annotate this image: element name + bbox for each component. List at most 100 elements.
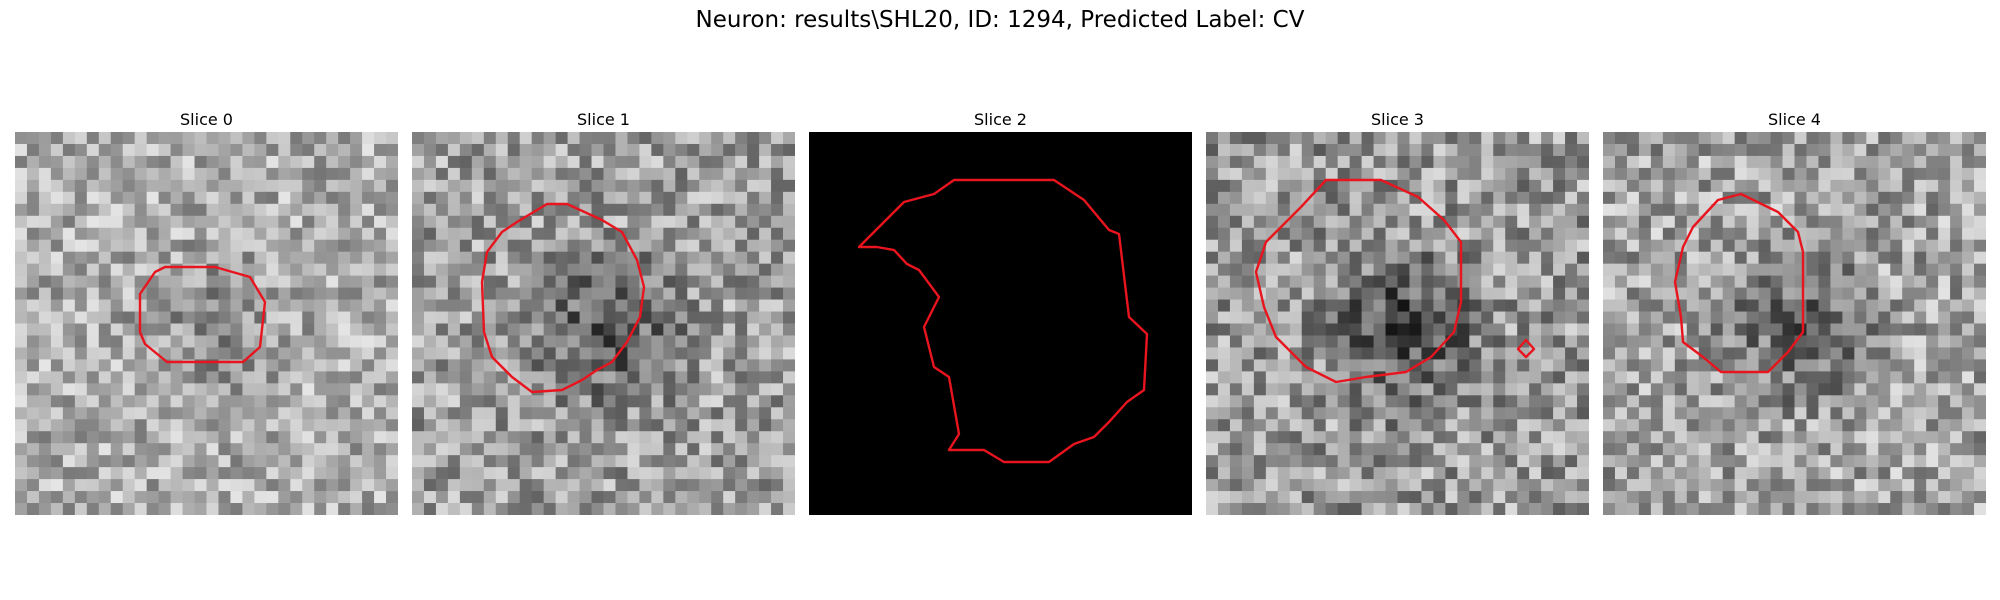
image-pixel	[663, 419, 676, 432]
image-pixel	[771, 359, 784, 372]
image-pixel	[123, 467, 136, 480]
image-pixel	[580, 324, 593, 337]
image-pixel	[1421, 168, 1434, 181]
image-pixel	[1866, 192, 1879, 205]
image-pixel	[242, 371, 255, 384]
image-pixel	[1699, 228, 1712, 241]
image-pixel	[147, 144, 160, 157]
image-pixel	[1639, 407, 1652, 420]
image-pixel	[1565, 407, 1578, 420]
image-pixel	[183, 144, 196, 157]
image-pixel	[675, 371, 688, 384]
image-pixel	[1433, 324, 1446, 337]
image-pixel	[1469, 228, 1482, 241]
image-pixel	[1651, 407, 1664, 420]
image-pixel	[615, 132, 628, 145]
image-pixel	[1374, 335, 1387, 348]
image-pixel	[1421, 383, 1434, 396]
image-pixel	[1723, 419, 1736, 432]
image-pixel	[1541, 383, 1554, 396]
image-pixel	[1529, 300, 1542, 313]
image-pixel	[338, 204, 351, 217]
image-pixel	[484, 419, 497, 432]
image-pixel	[460, 276, 473, 289]
image-pixel	[147, 407, 160, 420]
image-pixel	[27, 156, 40, 169]
image-pixel	[63, 443, 76, 456]
image-pixel	[651, 407, 664, 420]
image-pixel	[1603, 156, 1616, 169]
image-pixel	[386, 204, 398, 217]
image-pixel	[1374, 228, 1387, 241]
image-pixel	[386, 324, 398, 337]
image-pixel	[723, 491, 736, 504]
image-pixel	[111, 467, 124, 480]
image-pixel	[230, 300, 243, 313]
image-pixel	[1481, 431, 1494, 444]
image-pixel	[1278, 204, 1291, 217]
image-pixel	[254, 479, 267, 492]
image-pixel	[1615, 335, 1628, 348]
image-pixel	[1747, 312, 1760, 325]
image-pixel	[183, 479, 196, 492]
image-pixel	[1553, 431, 1566, 444]
image-pixel	[424, 312, 437, 325]
image-pixel	[1914, 264, 1927, 277]
image-pixel	[663, 443, 676, 456]
image-pixel	[63, 240, 76, 253]
image-pixel	[699, 359, 712, 372]
image-pixel	[1783, 359, 1796, 372]
image-pixel	[1230, 491, 1243, 504]
image-pixel	[1783, 156, 1796, 169]
image-pixel	[27, 288, 40, 301]
image-pixel	[436, 240, 449, 253]
image-pixel	[448, 276, 461, 289]
image-pixel	[1687, 383, 1700, 396]
image-pixel	[1806, 252, 1819, 265]
image-pixel	[171, 300, 184, 313]
image-pixel	[1759, 395, 1772, 408]
image-pixel	[687, 276, 700, 289]
image-pixel	[302, 204, 315, 217]
image-pixel	[532, 431, 545, 444]
image-pixel	[568, 228, 581, 241]
image-pixel	[1493, 491, 1506, 504]
image-pixel	[27, 312, 40, 325]
image-pixel	[1675, 156, 1688, 169]
image-pixel	[1771, 156, 1784, 169]
image-pixel	[242, 419, 255, 432]
image-pixel	[1577, 276, 1589, 289]
image-pixel	[1326, 312, 1339, 325]
image-pixel	[639, 192, 652, 205]
image-pixel	[1326, 204, 1339, 217]
image-pixel	[544, 228, 557, 241]
image-pixel	[747, 192, 760, 205]
image-pixel	[663, 204, 676, 217]
image-pixel	[1639, 300, 1652, 313]
image-pixel	[627, 216, 640, 229]
image-pixel	[1302, 228, 1315, 241]
image-pixel	[412, 359, 425, 372]
image-pixel	[1505, 503, 1518, 515]
image-pixel	[448, 264, 461, 277]
image-pixel	[472, 371, 485, 384]
image-pixel	[771, 371, 784, 384]
image-pixel	[1914, 431, 1927, 444]
image-pixel	[735, 156, 748, 169]
image-pixel	[436, 491, 449, 504]
image-pixel	[484, 180, 497, 193]
image-pixel	[627, 168, 640, 181]
image-pixel	[448, 192, 461, 205]
image-pixel	[735, 443, 748, 456]
image-pixel	[338, 491, 351, 504]
image-pixel	[1242, 132, 1255, 145]
image-pixel	[1735, 240, 1748, 253]
image-pixel	[651, 144, 664, 157]
image-pixel	[75, 228, 88, 241]
image-pixel	[1314, 240, 1327, 253]
image-pixel	[675, 335, 688, 348]
image-pixel	[278, 180, 291, 193]
image-pixel	[63, 419, 76, 432]
image-pixel	[472, 455, 485, 468]
image-pixel	[111, 407, 124, 420]
